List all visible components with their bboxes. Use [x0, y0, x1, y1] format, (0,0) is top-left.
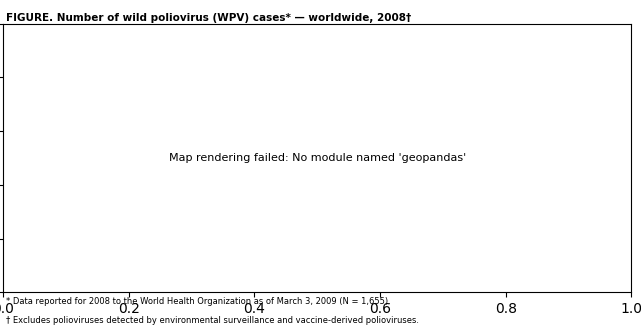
Text: † Excludes polioviruses detected by environmental surveillance and vaccine-deriv: † Excludes polioviruses detected by envi…	[6, 316, 419, 325]
Text: Map rendering failed: No module named 'geopandas': Map rendering failed: No module named 'g…	[169, 153, 466, 163]
Text: FIGURE. Number of wild poliovirus (WPV) cases* — worldwide, 2008†: FIGURE. Number of wild poliovirus (WPV) …	[6, 13, 412, 24]
Text: * Data reported for 2008 to the World Health Organization as of March 3, 2009 (N: * Data reported for 2008 to the World He…	[6, 297, 391, 306]
